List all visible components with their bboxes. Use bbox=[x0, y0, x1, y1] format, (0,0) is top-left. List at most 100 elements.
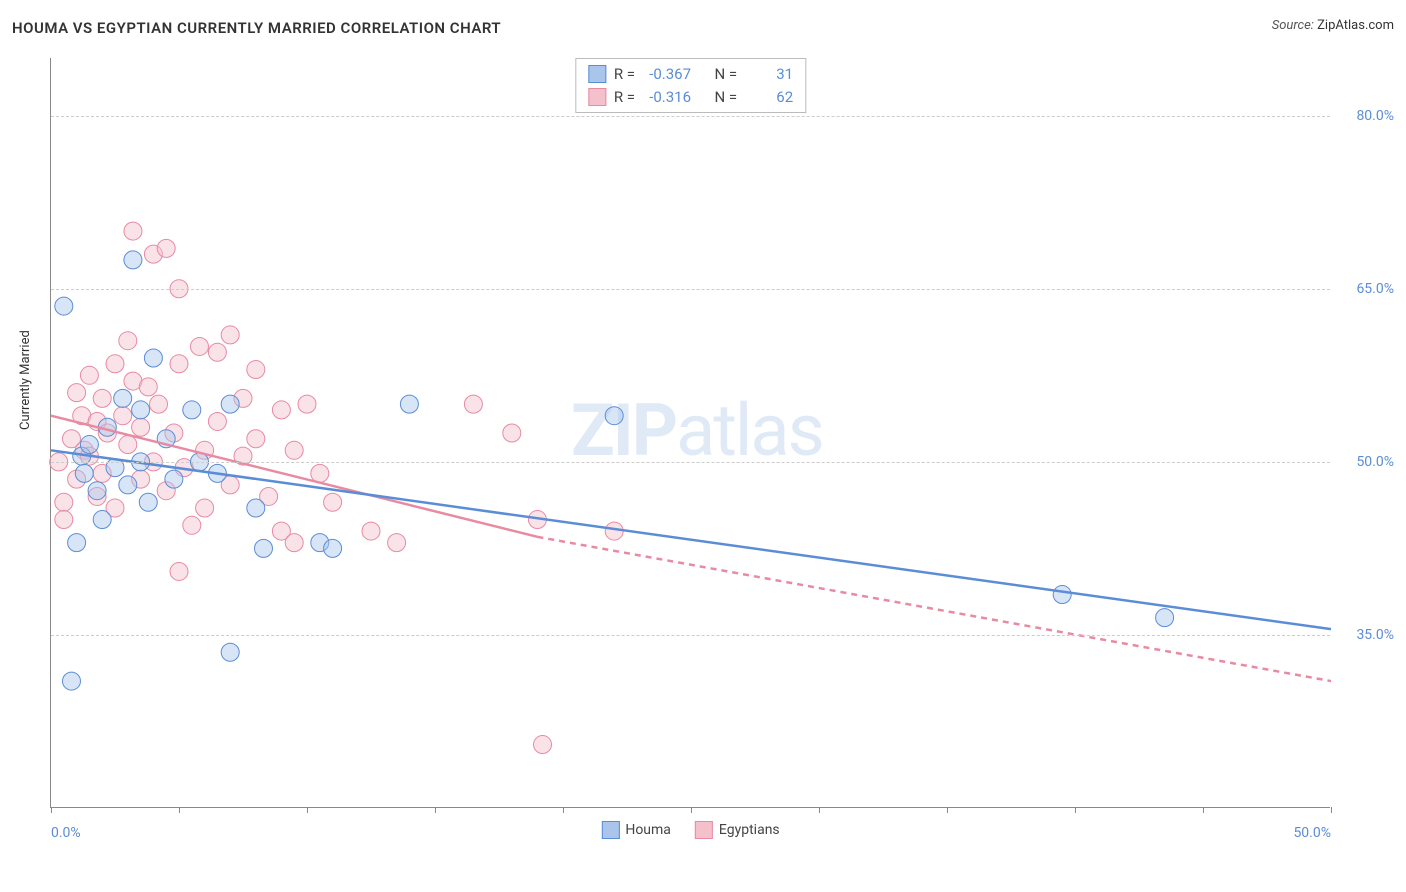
data-point bbox=[272, 401, 290, 419]
data-point bbox=[55, 493, 73, 511]
data-point bbox=[93, 389, 111, 407]
data-point bbox=[144, 349, 162, 367]
egyptians-swatch bbox=[588, 88, 606, 106]
data-point bbox=[605, 407, 623, 425]
legend-item-egyptians: Egyptians bbox=[695, 821, 780, 839]
regression-line bbox=[51, 450, 1331, 629]
data-point bbox=[119, 436, 137, 454]
source-label: Source: bbox=[1272, 18, 1314, 33]
data-point bbox=[165, 470, 183, 488]
data-point bbox=[157, 239, 175, 257]
bottom-legend: Houma Egyptians bbox=[601, 821, 779, 839]
data-point bbox=[93, 511, 111, 529]
data-point bbox=[170, 355, 188, 373]
x-tick bbox=[819, 807, 820, 813]
data-point bbox=[362, 522, 380, 540]
data-point bbox=[400, 395, 418, 413]
data-point bbox=[324, 493, 342, 511]
data-point bbox=[247, 361, 265, 379]
data-point bbox=[119, 476, 137, 494]
data-point bbox=[114, 407, 132, 425]
grid-line bbox=[51, 462, 1330, 463]
egyptians-legend-swatch bbox=[695, 821, 713, 839]
data-point bbox=[132, 401, 150, 419]
scatter-svg bbox=[51, 58, 1330, 807]
data-point bbox=[1156, 609, 1174, 627]
y-axis-label: Currently Married bbox=[18, 330, 33, 430]
data-point bbox=[208, 412, 226, 430]
data-point bbox=[221, 395, 239, 413]
x-tick bbox=[51, 807, 52, 813]
data-point bbox=[139, 493, 157, 511]
data-point bbox=[190, 337, 208, 355]
source-value: ZipAtlas.com bbox=[1317, 18, 1394, 33]
data-point bbox=[62, 672, 80, 690]
x-tick-label: 0.0% bbox=[51, 825, 81, 841]
data-point bbox=[55, 511, 73, 529]
houma-swatch bbox=[588, 65, 606, 83]
data-point bbox=[55, 297, 73, 315]
grid-line bbox=[51, 635, 1330, 636]
data-point bbox=[119, 332, 137, 350]
y-tick-label: 35.0% bbox=[1338, 627, 1394, 643]
data-point bbox=[170, 562, 188, 580]
chart-plot-area: ZIPatlas 35.0%50.0%65.0%80.0% 0.0%50.0% … bbox=[50, 58, 1330, 808]
data-point bbox=[114, 389, 132, 407]
data-point bbox=[80, 436, 98, 454]
x-tick bbox=[1331, 807, 1332, 813]
data-point bbox=[183, 401, 201, 419]
data-point bbox=[1053, 586, 1071, 604]
regression-line bbox=[537, 537, 1331, 681]
data-point bbox=[68, 534, 86, 552]
data-point bbox=[285, 534, 303, 552]
data-point bbox=[196, 499, 214, 517]
data-point bbox=[311, 464, 329, 482]
y-tick-label: 80.0% bbox=[1338, 108, 1394, 124]
data-point bbox=[124, 251, 142, 269]
data-point bbox=[88, 482, 106, 500]
data-point bbox=[464, 395, 482, 413]
data-point bbox=[75, 464, 93, 482]
data-point bbox=[124, 222, 142, 240]
x-tick bbox=[435, 807, 436, 813]
x-tick bbox=[947, 807, 948, 813]
data-point bbox=[285, 441, 303, 459]
x-tick bbox=[179, 807, 180, 813]
stats-legend-box: R = -0.367 N = 31 R = -0.316 N = 62 bbox=[575, 58, 806, 113]
data-point bbox=[132, 418, 150, 436]
data-point bbox=[247, 430, 265, 448]
data-point bbox=[254, 539, 272, 557]
data-point bbox=[534, 736, 552, 754]
data-point bbox=[298, 395, 316, 413]
houma-legend-swatch bbox=[601, 821, 619, 839]
grid-line bbox=[51, 289, 1330, 290]
x-tick bbox=[1075, 807, 1076, 813]
legend-item-houma: Houma bbox=[601, 821, 671, 839]
y-tick-label: 65.0% bbox=[1338, 281, 1394, 297]
x-tick bbox=[691, 807, 692, 813]
x-tick bbox=[1203, 807, 1204, 813]
egyptians-legend-label: Egyptians bbox=[719, 822, 780, 838]
x-tick bbox=[563, 807, 564, 813]
data-point bbox=[221, 643, 239, 661]
source-line: Source: ZipAtlas.com bbox=[1272, 18, 1394, 33]
data-point bbox=[324, 539, 342, 557]
data-point bbox=[208, 343, 226, 361]
data-point bbox=[139, 378, 157, 396]
stats-row-houma: R = -0.367 N = 31 bbox=[588, 63, 793, 86]
data-point bbox=[221, 326, 239, 344]
data-point bbox=[183, 516, 201, 534]
data-point bbox=[150, 395, 168, 413]
data-point bbox=[80, 366, 98, 384]
grid-line bbox=[51, 116, 1330, 117]
data-point bbox=[106, 355, 124, 373]
houma-legend-label: Houma bbox=[625, 822, 671, 838]
data-point bbox=[388, 534, 406, 552]
data-point bbox=[68, 384, 86, 402]
x-tick-label: 50.0% bbox=[1293, 825, 1331, 841]
data-point bbox=[247, 499, 265, 517]
y-tick-label: 50.0% bbox=[1338, 454, 1394, 470]
chart-title: HOUMA VS EGYPTIAN CURRENTLY MARRIED CORR… bbox=[12, 19, 501, 37]
data-point bbox=[503, 424, 521, 442]
x-tick bbox=[307, 807, 308, 813]
